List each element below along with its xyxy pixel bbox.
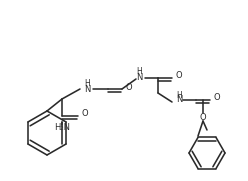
Text: O: O [214,94,221,102]
Text: O: O [82,110,89,119]
Text: H: H [176,90,182,100]
Text: N: N [176,96,182,104]
Text: N: N [84,85,90,94]
Text: O: O [200,113,206,121]
Text: H: H [136,68,142,77]
Text: N: N [136,73,142,83]
Text: H: H [84,79,90,89]
Text: H₂N: H₂N [54,123,70,132]
Text: O: O [126,83,133,92]
Text: O: O [176,71,183,81]
